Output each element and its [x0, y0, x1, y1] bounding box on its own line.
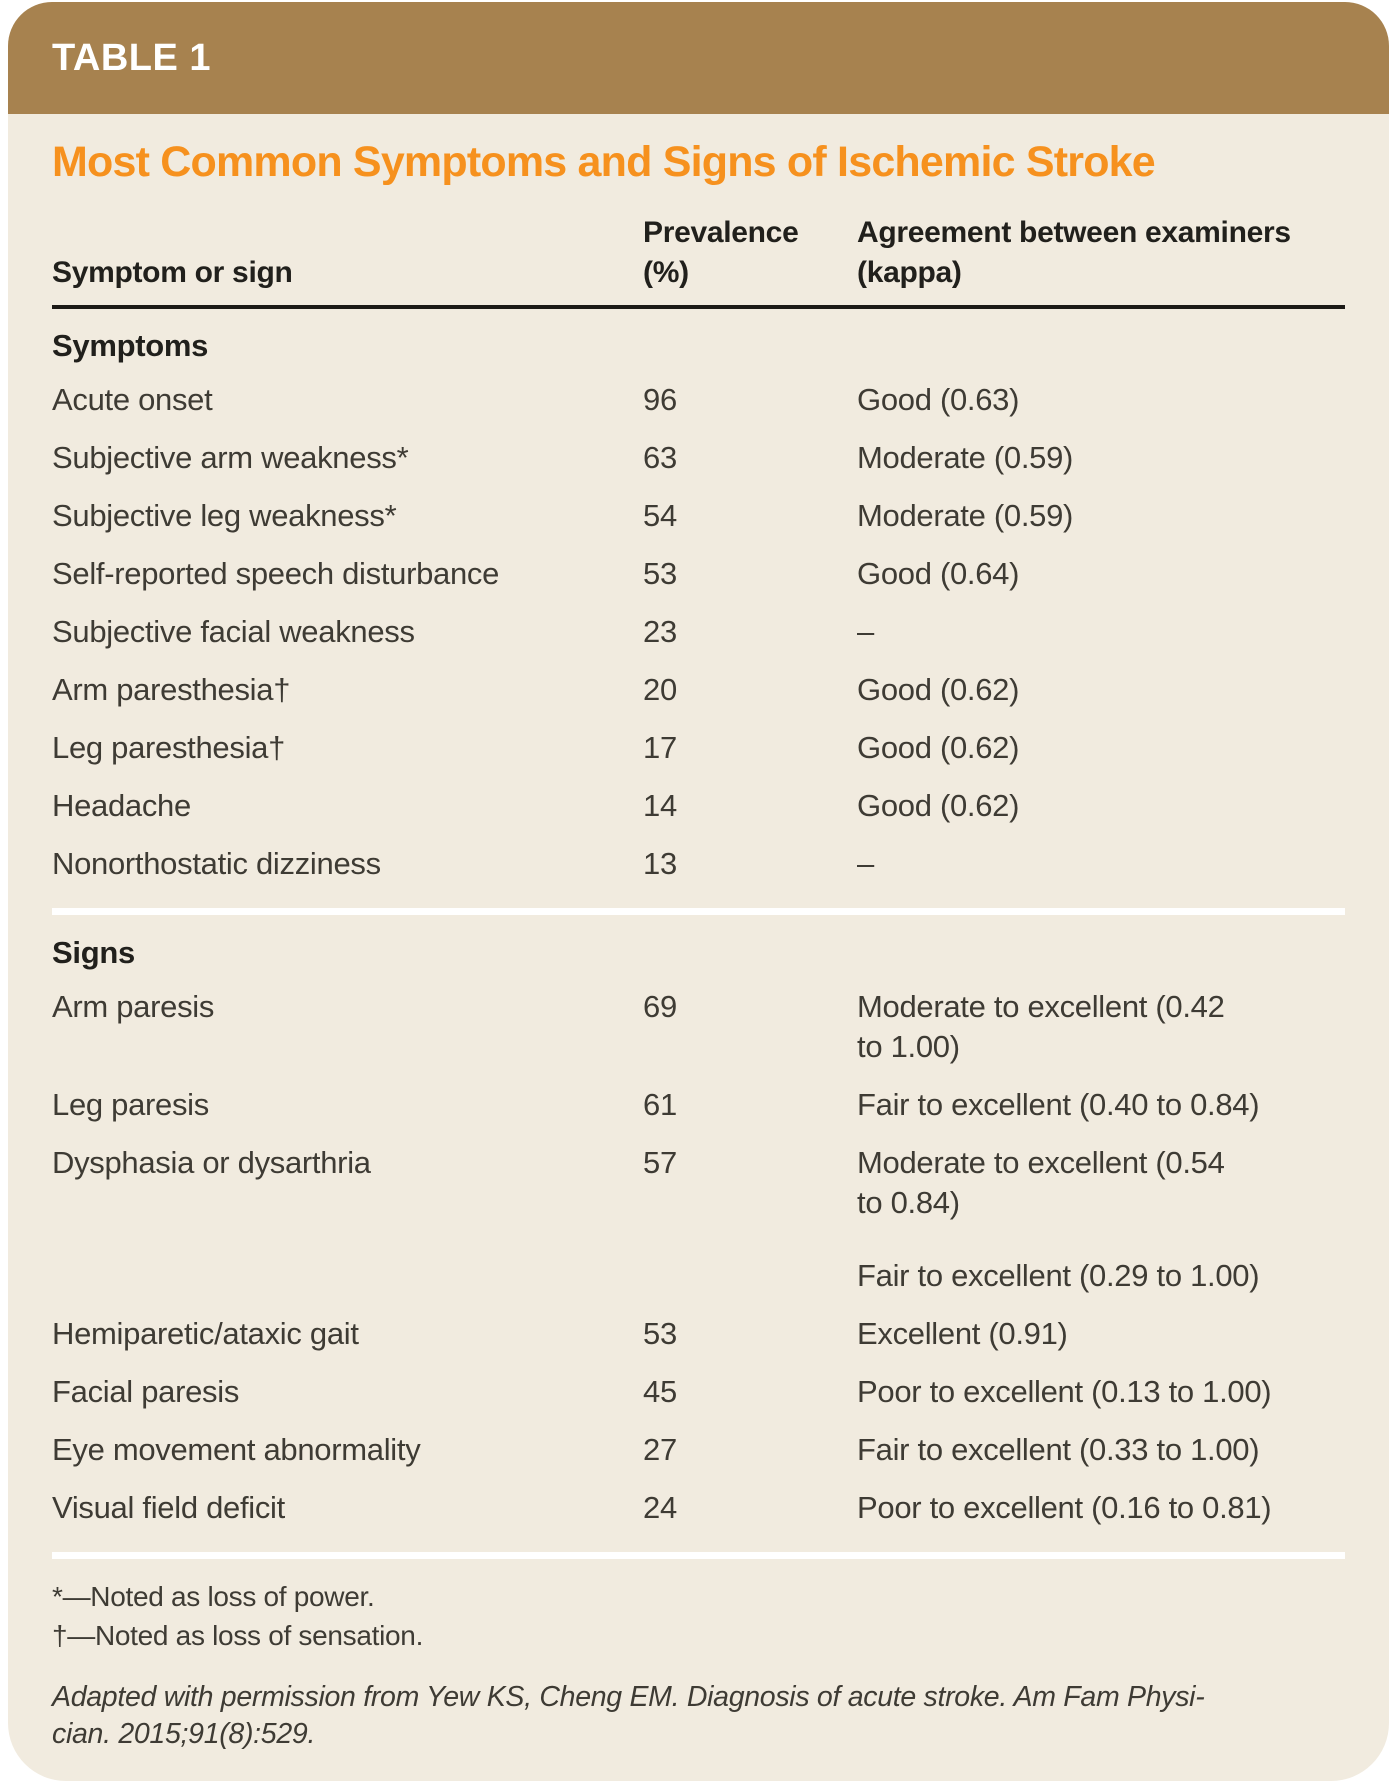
column-header-symptom: Symptom or sign — [52, 256, 293, 289]
table-row: Acute onset 96 Good (0.63) — [52, 371, 1345, 429]
row-agreement: – — [857, 614, 874, 649]
row-agreement: Moderate (0.59) — [857, 440, 1074, 475]
row-prevalence: 27 — [643, 1432, 677, 1467]
table-section: Signs Arm paresis 69 Moderate to excelle… — [52, 916, 1345, 1559]
row-symptom: Headache — [52, 788, 191, 823]
row-symptom: Visual field deficit — [52, 1490, 285, 1525]
column-headers: Symptom or sign Prevalence (%) Agreement… — [52, 213, 1345, 309]
row-symptom: Acute onset — [52, 382, 213, 417]
section-rows: Arm paresis 69 Moderate to excellent (0.… — [52, 978, 1345, 1537]
footnote-power: *—Noted as loss of power. — [52, 1581, 375, 1612]
row-agreement: Good (0.62) — [857, 730, 1020, 765]
row-symptom: Subjective leg weakness* — [52, 498, 397, 533]
row-symptom: Dysphasia or dysarthria — [52, 1145, 371, 1180]
table-sections: Symptoms Acute onset 96 Good (0.63) Subj… — [52, 309, 1345, 1559]
row-prevalence: 17 — [643, 730, 677, 765]
table-row: Visual field deficit 24 Poor to excellen… — [52, 1479, 1345, 1537]
table-header-bar: TABLE 1 — [8, 2, 1389, 114]
table-label: TABLE 1 — [52, 36, 212, 79]
row-prevalence: 23 — [643, 614, 677, 649]
row-prevalence: 13 — [643, 846, 677, 881]
row-symptom: Eye movement abnormality — [52, 1432, 421, 1467]
row-symptom: Subjective facial weakness — [52, 614, 415, 649]
table-section: Symptoms Acute onset 96 Good (0.63) Subj… — [52, 309, 1345, 915]
table-row: Subjective arm weakness* 63 Moderate (0.… — [52, 429, 1345, 487]
table-row: Dysphasia or dysarthria 57 Moderate to e… — [52, 1134, 1345, 1232]
row-prevalence: 24 — [643, 1490, 677, 1525]
row-symptom: Leg paresis — [52, 1087, 209, 1122]
row-agreement: Moderate (0.59) — [857, 498, 1074, 533]
table-row: Hemiparetic/ataxic gait 53 Excellent (0.… — [52, 1305, 1345, 1363]
row-symptom: Hemiparetic/ataxic gait — [52, 1316, 359, 1351]
source-credit: Adapted with permission from Yew KS, Che… — [52, 1681, 1205, 1750]
row-agreement: – — [857, 846, 874, 881]
table-row: Subjective facial weakness 23 – — [52, 603, 1345, 661]
table-row: Leg paresis 61 Fair to excellent (0.40 t… — [52, 1076, 1345, 1134]
table-row: Nonorthostatic dizziness 13 – — [52, 835, 1345, 893]
row-agreement: Good (0.62) — [857, 672, 1020, 707]
row-agreement: Moderate to excellent (0.42 to 1.00) — [857, 989, 1225, 1064]
table-row: Headache 14 Good (0.62) — [52, 777, 1345, 835]
row-prevalence: 54 — [643, 498, 677, 533]
table-row: Arm paresthesia† 20 Good (0.62) — [52, 661, 1345, 719]
footnote-sensation: †—Noted as loss of sensation. — [52, 1620, 424, 1651]
section-divider — [52, 1552, 1345, 1559]
row-agreement: Good (0.64) — [857, 556, 1020, 591]
table-row: Self-reported speech disturbance 53 Good… — [52, 545, 1345, 603]
row-symptom: Arm paresis — [52, 989, 215, 1024]
row-prevalence: 53 — [643, 556, 677, 591]
column-header-agreement: Agreement between examiners (kappa) — [857, 216, 1291, 289]
row-prevalence — [643, 1256, 857, 1296]
table-card: TABLE 1 Most Common Symptoms and Signs o… — [8, 2, 1389, 1781]
row-agreement: Moderate to excellent (0.54 to 0.84) — [857, 1145, 1225, 1220]
row-agreement: Fair to excellent (0.29 to 1.00) — [857, 1258, 1260, 1293]
table-row: Subjective leg weakness* 54 Moderate (0.… — [52, 487, 1345, 545]
row-prevalence: 61 — [643, 1087, 677, 1122]
row-agreement: Good (0.63) — [857, 382, 1020, 417]
section-heading: Symptoms — [52, 328, 209, 363]
table-row: Facial paresis 45 Poor to excellent (0.1… — [52, 1363, 1345, 1421]
table-body-area: Most Common Symptoms and Signs of Ischem… — [8, 138, 1389, 1753]
row-agreement: Excellent (0.91) — [857, 1316, 1068, 1351]
section-heading: Signs — [52, 935, 135, 970]
table-row: Eye movement abnormality 27 Fair to exce… — [52, 1421, 1345, 1479]
row-agreement: Fair to excellent (0.40 to 0.84) — [857, 1087, 1260, 1122]
row-prevalence: 53 — [643, 1316, 677, 1351]
table-row: Leg paresthesia† 17 Good (0.62) — [52, 719, 1345, 777]
table-row: Fair to excellent (0.29 to 1.00) — [52, 1232, 1345, 1305]
row-agreement: Fair to excellent (0.33 to 1.00) — [857, 1432, 1260, 1467]
row-symptom: Subjective arm weakness* — [52, 440, 409, 475]
section-divider — [52, 908, 1345, 915]
row-prevalence: 57 — [643, 1145, 677, 1180]
footnotes: *—Noted as loss of power. †—Noted as los… — [52, 1577, 1345, 1655]
row-symptom — [52, 1256, 643, 1296]
column-header-prevalence: Prevalence (%) — [643, 216, 799, 289]
row-agreement: Poor to excellent (0.16 to 0.81) — [857, 1490, 1272, 1525]
row-symptom: Leg paresthesia† — [52, 730, 286, 765]
table-title: Most Common Symptoms and Signs of Ischem… — [52, 138, 1156, 186]
row-prevalence: 14 — [643, 788, 677, 823]
row-symptom: Facial paresis — [52, 1374, 240, 1409]
row-symptom: Self-reported speech disturbance — [52, 556, 500, 591]
row-symptom: Arm paresthesia† — [52, 672, 291, 707]
table-row: Arm paresis 69 Moderate to excellent (0.… — [52, 978, 1345, 1076]
row-prevalence: 69 — [643, 989, 677, 1024]
section-rows: Acute onset 96 Good (0.63) Subjective ar… — [52, 371, 1345, 893]
row-agreement: Poor to excellent (0.13 to 1.00) — [857, 1374, 1272, 1409]
row-symptom: Nonorthostatic dizziness — [52, 846, 381, 881]
row-prevalence: 63 — [643, 440, 677, 475]
row-prevalence: 20 — [643, 672, 677, 707]
row-prevalence: 96 — [643, 382, 677, 417]
row-prevalence: 45 — [643, 1374, 677, 1409]
row-agreement: Good (0.62) — [857, 788, 1020, 823]
